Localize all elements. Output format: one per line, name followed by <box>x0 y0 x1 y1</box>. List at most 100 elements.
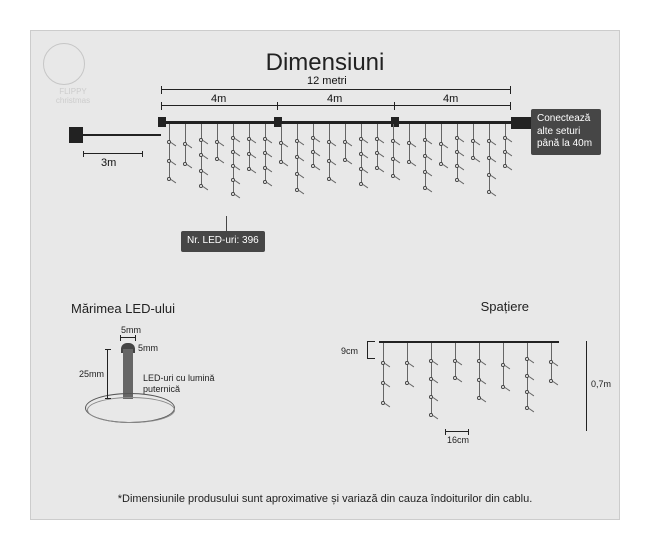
led-tail <box>395 141 400 145</box>
led-size-title: Mărimea LED-ului <box>71 301 175 316</box>
led-tail <box>283 162 288 166</box>
led-tail <box>529 376 534 380</box>
led-tail <box>443 164 448 168</box>
led-tail <box>171 179 176 183</box>
led-tail <box>299 190 304 194</box>
led-tail <box>171 161 176 165</box>
led-tail <box>411 143 416 147</box>
diagram-canvas: FLIPPY christmas Dimensiuni 12 metri 4m … <box>30 30 620 520</box>
dim-lead-label: 3m <box>101 157 116 169</box>
led-tail <box>363 154 368 158</box>
led-tail <box>379 153 384 157</box>
led-note: LED-uri cu lumină puternică <box>143 373 233 395</box>
led-tail <box>379 168 384 172</box>
led-tail <box>171 142 176 146</box>
led-tail <box>459 166 464 170</box>
led-tail <box>395 159 400 163</box>
strand <box>233 124 234 194</box>
seg2-label: 4m <box>327 93 342 105</box>
led-tail <box>219 159 224 163</box>
strand <box>377 124 378 168</box>
led-tail <box>187 144 192 148</box>
led-tail <box>507 152 512 156</box>
dim-led-w <box>120 337 136 338</box>
led-tail <box>409 363 414 367</box>
led-tail <box>475 141 480 145</box>
spacing-gap-label: 16cm <box>447 435 469 445</box>
led-tail <box>433 397 438 401</box>
seg1-label: 4m <box>211 93 226 105</box>
plug-icon <box>69 127 83 143</box>
led-tail <box>203 140 208 144</box>
led-tail <box>491 158 496 162</box>
led-tail <box>491 141 496 145</box>
led-tail <box>251 139 256 143</box>
strand <box>169 124 170 179</box>
led-tail <box>385 363 390 367</box>
spacing-title: Spațiere <box>481 299 529 314</box>
strand <box>479 343 480 398</box>
led-tail <box>505 387 510 391</box>
lead-cable <box>83 134 161 136</box>
led-tail <box>315 152 320 156</box>
led-tail <box>235 152 240 156</box>
spacing-cable <box>379 341 559 343</box>
led-tail <box>347 142 352 146</box>
led-tail <box>331 161 336 165</box>
led-tail <box>481 380 486 384</box>
connect-badge: Conectează alte seturi până la 40m <box>531 109 601 155</box>
led-tail <box>457 361 462 365</box>
led-tail <box>459 180 464 184</box>
page-title: Dimensiuni <box>266 49 385 77</box>
led-tail <box>299 157 304 161</box>
led-tail <box>459 152 464 156</box>
led-tail <box>315 138 320 142</box>
led-tail <box>427 140 432 144</box>
strand <box>383 343 384 403</box>
strand <box>505 124 506 166</box>
seg3-label: 4m <box>443 93 458 105</box>
led-tail <box>251 154 256 158</box>
led-tail <box>505 365 510 369</box>
strand <box>393 124 394 176</box>
led-tail <box>427 188 432 192</box>
led-tail <box>203 171 208 175</box>
led-tail <box>481 398 486 402</box>
led-tail <box>529 408 534 412</box>
led-tail <box>283 143 288 147</box>
led-tail <box>411 162 416 166</box>
disc-2 <box>87 397 175 423</box>
end-connector <box>511 117 533 129</box>
led-tail <box>409 383 414 387</box>
led-tail <box>433 379 438 383</box>
led-tail <box>529 359 534 363</box>
led-tail <box>299 141 304 145</box>
led-tail <box>457 378 462 382</box>
led-detail: 5mm 5mm 25mm LED-uri cu lumină puternică <box>71 331 231 471</box>
led-tail <box>203 155 208 159</box>
led-tail <box>491 175 496 179</box>
led-tail <box>347 160 352 164</box>
main-cable <box>161 121 511 124</box>
led-width-label: 5mm <box>121 325 141 335</box>
led-tail <box>267 139 272 143</box>
led-tail <box>203 186 208 190</box>
led-tail <box>267 168 272 172</box>
led-tail <box>553 362 558 366</box>
led-tail <box>427 172 432 176</box>
dim-total-label: 12 metri <box>307 75 347 87</box>
led-tail <box>235 138 240 142</box>
led-tail <box>427 156 432 160</box>
led-tail <box>395 176 400 180</box>
led-height-label: 25mm <box>79 369 104 379</box>
logo-text: FLIPPY christmas <box>43 87 103 105</box>
led-tail <box>433 361 438 365</box>
led-tail <box>385 383 390 387</box>
led-tail <box>379 139 384 143</box>
dim-total <box>161 89 511 90</box>
led-tail <box>187 164 192 168</box>
led-tail <box>363 169 368 173</box>
led-tail <box>315 166 320 170</box>
badge-pointer <box>226 216 227 231</box>
led-tail <box>507 166 512 170</box>
